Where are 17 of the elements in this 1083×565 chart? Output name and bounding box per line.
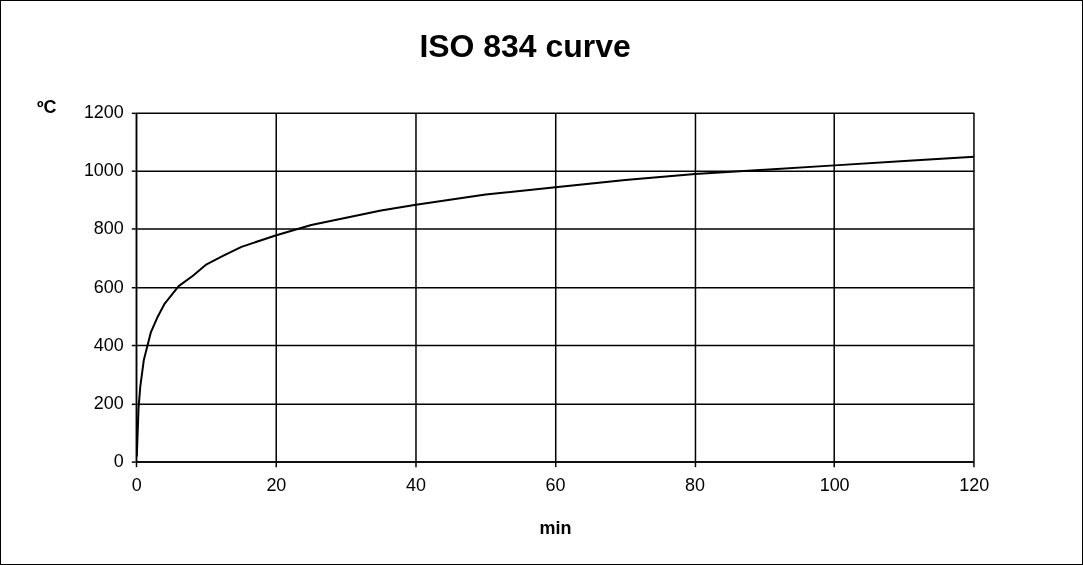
x-tick-label: 40 bbox=[405, 474, 426, 495]
y-axis-title: ºC bbox=[36, 96, 57, 117]
y-tick-label: 600 bbox=[93, 276, 124, 297]
y-tick-label: 0 bbox=[113, 451, 124, 472]
x-tick-label: 60 bbox=[545, 474, 566, 495]
y-tick-label: 800 bbox=[93, 218, 124, 239]
x-tick-label: 80 bbox=[685, 474, 706, 495]
y-tick-label: 1000 bbox=[83, 160, 124, 181]
y-tick-label: 400 bbox=[93, 334, 124, 355]
chart-title: ISO 834 curve bbox=[419, 27, 631, 64]
y-tick-label: 200 bbox=[93, 392, 124, 413]
x-tick-label: 20 bbox=[266, 474, 287, 495]
x-axis-title: min bbox=[539, 518, 572, 539]
y-tick-label: 1200 bbox=[83, 101, 124, 122]
x-tick-label: 0 bbox=[131, 474, 142, 495]
x-tick-label: 120 bbox=[959, 474, 990, 495]
x-tick-label: 100 bbox=[819, 474, 850, 495]
